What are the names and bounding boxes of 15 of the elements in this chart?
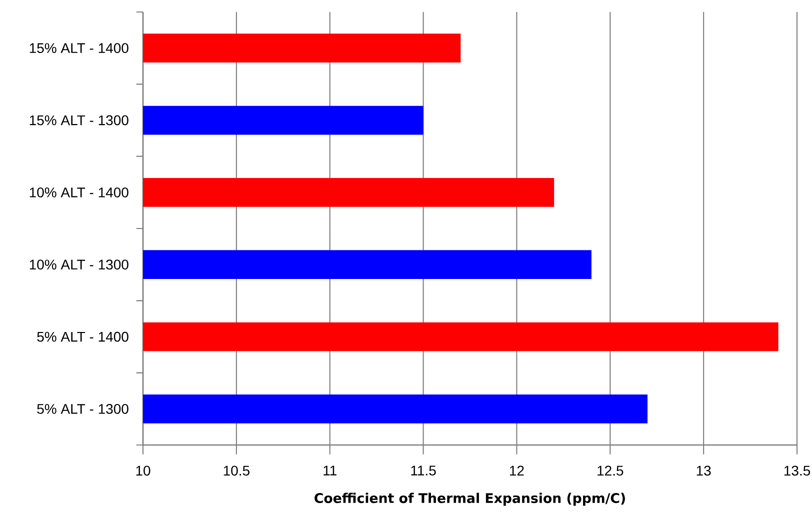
y-tick-label: 5% ALT - 1300 — [37, 404, 128, 414]
x-tick-label: 13.5 — [784, 466, 810, 476]
x-tick-label: 12.5 — [598, 466, 624, 476]
y-tick-label: 5% ALT - 1400 — [37, 332, 128, 342]
x-tick-label: 10 — [136, 466, 150, 476]
y-tick-label: 10% ALT - 1300 — [30, 260, 128, 270]
x-tick-label: 13 — [696, 466, 711, 476]
y-tick-label: 15% ALT - 1400 — [30, 43, 128, 54]
x-tick-label: 11 — [324, 466, 336, 476]
x-tick-label: 11.5 — [411, 466, 436, 476]
y-tick-label: 15% ALT - 1300 — [30, 115, 128, 126]
x-axis-title: Coefficient of Thermal Expansion (ppm/C) — [314, 492, 625, 506]
x-tick-label: 12 — [510, 466, 524, 476]
y-tick-label: 10% ALT - 1400 — [30, 187, 128, 198]
x-tick-label: 10.5 — [224, 466, 250, 476]
